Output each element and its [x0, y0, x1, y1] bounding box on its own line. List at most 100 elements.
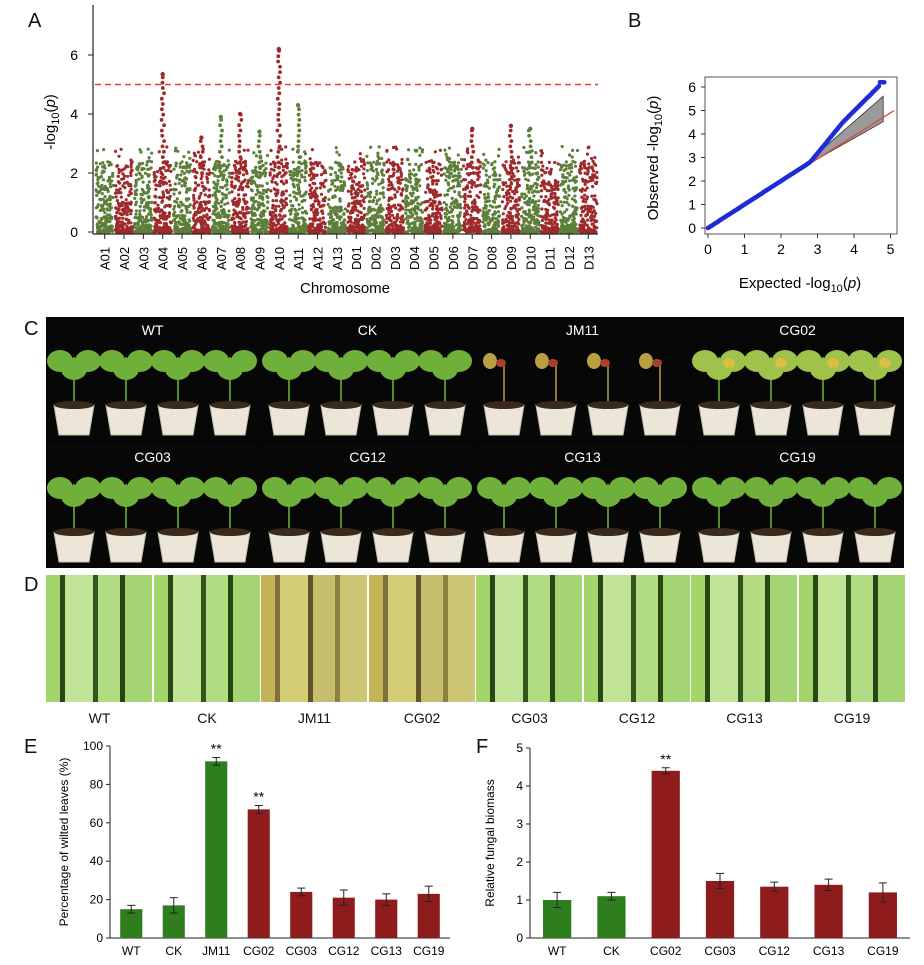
- snp-point: [346, 220, 350, 224]
- snp-point: [146, 218, 151, 222]
- snp-point: [314, 208, 318, 212]
- snp-point: [392, 171, 396, 175]
- snp-point: [134, 203, 138, 207]
- snp-point: [487, 199, 491, 203]
- snp-point: [443, 230, 447, 234]
- snp-point: [220, 155, 224, 160]
- snp-point: [583, 230, 588, 234]
- snp-point: [424, 207, 429, 211]
- snp-point: [291, 182, 295, 186]
- snp-point: [349, 192, 354, 196]
- snp-point: [122, 222, 126, 226]
- snp-point: [567, 188, 571, 192]
- snp-point: [340, 184, 344, 188]
- snp-point: [330, 182, 334, 186]
- snp-point: [166, 190, 170, 194]
- snp-point: [559, 218, 563, 222]
- snp-point: [431, 174, 435, 179]
- snp-point: [581, 199, 585, 203]
- snp-point: [465, 149, 469, 153]
- snp-point: [263, 174, 267, 178]
- snp-point: [258, 133, 262, 138]
- snp-point: [220, 128, 224, 133]
- snp-point: [330, 166, 334, 171]
- snp-point: [407, 201, 412, 206]
- snp-point: [285, 164, 289, 168]
- snp-point: [233, 165, 237, 169]
- snp-point: [481, 166, 485, 170]
- snp-point: [551, 213, 555, 217]
- snp-point: [365, 194, 369, 198]
- snp-point: [443, 212, 447, 216]
- snp-point: [420, 219, 424, 223]
- snp-point: [396, 203, 401, 207]
- snp-point: [273, 230, 277, 234]
- snp-point: [365, 154, 369, 158]
- snp-point: [362, 206, 366, 210]
- snp-point: [566, 171, 570, 175]
- snp-point: [430, 159, 434, 163]
- snp-point: [160, 196, 164, 200]
- snp-point: [547, 218, 551, 222]
- snp-point: [192, 193, 196, 197]
- chromosome-label: D09: [504, 246, 519, 270]
- snp-point: [571, 218, 575, 222]
- snp-point: [275, 155, 280, 160]
- snp-point: [593, 225, 597, 229]
- snp-point: [102, 187, 106, 191]
- snp-point: [587, 162, 591, 166]
- snp-point: [482, 217, 486, 221]
- snp-point: [573, 206, 577, 210]
- snp-point: [254, 170, 258, 174]
- snp-point: [572, 215, 576, 219]
- snp-point: [224, 168, 228, 172]
- snp-point: [147, 159, 151, 163]
- snp-point: [103, 195, 107, 199]
- snp-point: [488, 217, 492, 221]
- snp-point: [233, 230, 237, 234]
- snp-point: [98, 175, 102, 179]
- snp-point: [453, 169, 457, 173]
- snp-point: [442, 201, 446, 205]
- snp-point: [101, 161, 105, 165]
- snp-point: [534, 209, 539, 213]
- snp-point: [589, 215, 593, 220]
- snp-point: [540, 173, 544, 177]
- snp-point: [393, 195, 397, 199]
- snp-point: [574, 200, 578, 204]
- snp-point: [141, 221, 145, 225]
- snp-point: [531, 190, 535, 194]
- snp-point: [462, 158, 467, 162]
- snp-point: [265, 153, 270, 158]
- snp-point: [492, 223, 496, 227]
- snp-point: [552, 221, 556, 225]
- snp-point: [539, 154, 543, 158]
- snp-point: [296, 165, 301, 170]
- snp-point: [587, 166, 591, 170]
- snp-point: [417, 165, 421, 169]
- snp-point: [365, 187, 370, 191]
- snp-point: [560, 230, 564, 234]
- snp-point: [108, 202, 112, 206]
- snp-point: [312, 166, 316, 170]
- snp-point: [513, 221, 517, 225]
- snp-point: [486, 221, 490, 225]
- qq-points: [705, 80, 887, 231]
- snp-point: [428, 171, 432, 175]
- snp-point: [237, 144, 242, 149]
- snp-point: [242, 148, 246, 152]
- snp-point: [369, 216, 373, 220]
- snp-point: [428, 197, 432, 201]
- snp-point: [284, 197, 288, 201]
- snp-point: [271, 176, 275, 180]
- snp-point: [311, 174, 315, 178]
- snp-point: [265, 225, 270, 229]
- snp-point: [259, 215, 263, 219]
- snp-point: [207, 229, 211, 233]
- snp-point: [534, 163, 538, 167]
- snp-point: [226, 159, 230, 163]
- snp-point: [471, 149, 476, 154]
- snp-point: [445, 174, 449, 178]
- snp-point: [118, 220, 122, 224]
